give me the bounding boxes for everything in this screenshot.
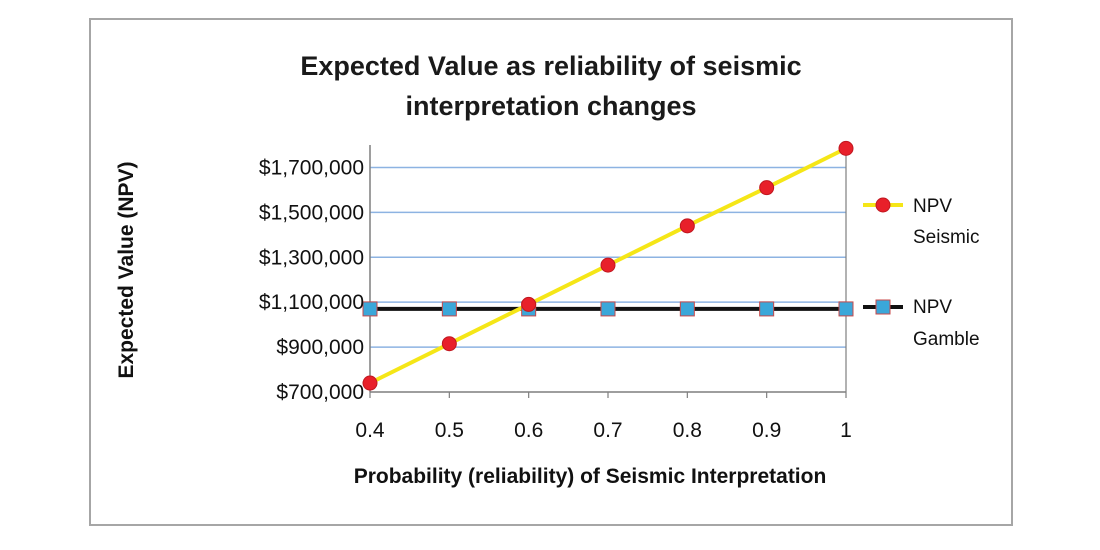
marker-seismic (838, 140, 854, 156)
gridlines (370, 166, 846, 348)
y-tick-label: $1,100,000 (259, 291, 364, 314)
marker-gamble (600, 301, 616, 317)
chart-title-line-1: Expected Value as reliability of seismic (300, 51, 801, 81)
x-tick-label: 0.9 (752, 419, 781, 442)
y-tick-label: $1,500,000 (259, 201, 364, 224)
x-tick-label: 0.4 (355, 419, 385, 442)
y-tick-label: $1,300,000 (259, 246, 364, 269)
x-tick-label: 0.7 (593, 419, 622, 442)
marker-seismic (759, 180, 775, 196)
x-tick-label: 0.8 (673, 419, 702, 442)
legend-seismic-label-2: Seismic (913, 227, 980, 248)
marker-seismic (679, 218, 695, 234)
x-axis-label: Probability (reliability) of Seismic Int… (354, 465, 827, 488)
series (362, 140, 854, 391)
chart-frame (89, 18, 1013, 526)
legend-seismic-marker (875, 197, 891, 213)
legend-gamble-label-2: Gamble (913, 329, 980, 350)
legend-gamble-marker (875, 299, 891, 315)
marker-seismic (600, 257, 616, 273)
axes (369, 145, 847, 398)
legend: NPV Seismic NPV Gamble (863, 196, 980, 350)
marker-seismic (521, 296, 537, 312)
marker-seismic (362, 375, 378, 391)
marker-seismic (441, 336, 457, 352)
marker-gamble (362, 301, 378, 317)
y-tick-labels: $700,000 $900,000 $1,100,000 $1,300,000 $1,5… (259, 156, 364, 404)
y-tick-label: $900,000 (276, 336, 364, 359)
legend-seismic-label-1: NPV (913, 196, 952, 217)
y-axis-label: Expected Value (NPV) (115, 161, 138, 378)
x-tick-label: 0.6 (514, 419, 543, 442)
y-tick-label: $700,000 (276, 381, 364, 404)
x-tick-label: 0.5 (435, 419, 464, 442)
x-tick-labels: 0.4 0.5 0.6 0.7 0.8 0.9 1 (355, 419, 851, 442)
y-tick-label: $1,700,000 (259, 156, 364, 179)
marker-gamble (759, 301, 775, 317)
marker-gamble (441, 301, 457, 317)
legend-gamble-label-1: NPV (913, 297, 952, 318)
marker-gamble (838, 301, 854, 317)
chart-title-line-2: interpretation changes (405, 91, 696, 121)
marker-gamble (679, 301, 695, 317)
x-tick-label: 1 (840, 419, 852, 442)
